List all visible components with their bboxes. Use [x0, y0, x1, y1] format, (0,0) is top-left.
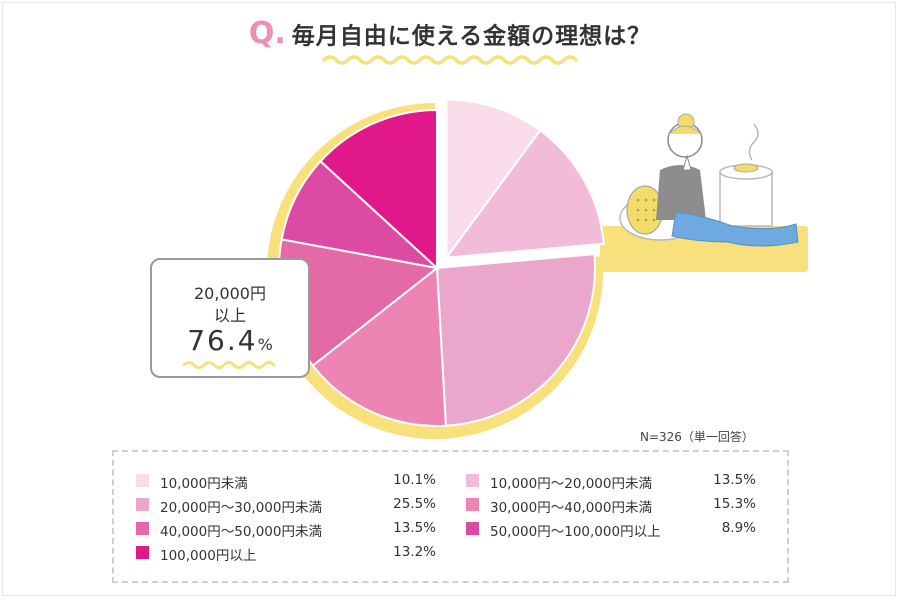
summary-callout: 20,000円 以上 76.4% — [150, 258, 310, 378]
question-mark-label: Q. — [248, 16, 286, 51]
person-body-shape — [656, 165, 706, 220]
pie-slice-2 — [444, 129, 605, 259]
pie-slice-3 — [435, 253, 596, 427]
pie-slice-4 — [311, 266, 447, 427]
legend-label: 10,000円未満 — [160, 476, 248, 492]
legend-label: 20,000円～30,000円未満 — [160, 500, 322, 516]
sample-size-note: N=326（単一回答） — [640, 430, 754, 444]
title-text: 毎月自由に使える金額の理想は？ — [291, 23, 652, 50]
chart-title: Q. 毎月自由に使える金額の理想は？ — [0, 16, 900, 51]
chart-legend: 10,000円未満 10.1% 10,000円～20,000円未満 13.5% 20,0… — [112, 450, 789, 583]
legend-swatch — [466, 522, 479, 535]
pie-slice-1 — [445, 98, 542, 261]
callout-wavy-underline — [182, 361, 276, 369]
legend-item: 40,000円～50,000円未満 13.5% — [136, 520, 436, 540]
title-wavy-underline — [322, 55, 578, 65]
legend-label: 10,000円～20,000円未満 — [490, 476, 652, 492]
legend-label: 30,000円～40,000円未満 — [490, 500, 652, 516]
callout-percentage: 76.4% — [152, 324, 308, 357]
legend-value: 10.1% — [393, 472, 436, 488]
legend-item: 10,000円～20,000円未満 13.5% — [466, 472, 766, 492]
callout-label-line1: 20,000円 — [194, 284, 266, 303]
callout-label-line2: 以上 — [213, 306, 246, 325]
legend-swatch — [136, 474, 149, 487]
legend-value: 15.3% — [713, 496, 756, 512]
legend-swatch — [136, 498, 149, 511]
legend-item: 50,000円～100,000円以上 8.9% — [466, 520, 766, 540]
legend-item: 20,000円～30,000円未満 25.5% — [136, 496, 436, 516]
legend-value: 13.5% — [393, 520, 436, 536]
legend-item: 30,000円～40,000円未満 15.3% — [466, 496, 766, 516]
legend-label: 40,000円～50,000円未満 — [160, 524, 322, 540]
legend-swatch — [466, 474, 479, 487]
callout-percent-sign: % — [257, 335, 273, 354]
legend-value: 13.5% — [713, 472, 756, 488]
callout-percentage-value: 76.4 — [187, 324, 258, 357]
pie-slice-7 — [319, 108, 438, 271]
legend-value: 8.9% — [721, 520, 756, 536]
legend-label: 100,000円以上 — [160, 548, 257, 564]
legend-swatch — [136, 546, 149, 559]
legend-swatch — [136, 522, 149, 535]
legend-item: 10,000円未満 10.1% — [136, 472, 436, 492]
legend-value: 25.5% — [393, 496, 436, 512]
legend-label: 50,000円～100,000円以上 — [490, 524, 661, 540]
legend-value: 13.2% — [393, 544, 436, 560]
person-legs-shape — [671, 211, 799, 247]
pie-slice-6 — [280, 159, 441, 270]
legend-item: 100,000円以上 13.2% — [136, 544, 436, 564]
legend-swatch — [466, 498, 479, 511]
